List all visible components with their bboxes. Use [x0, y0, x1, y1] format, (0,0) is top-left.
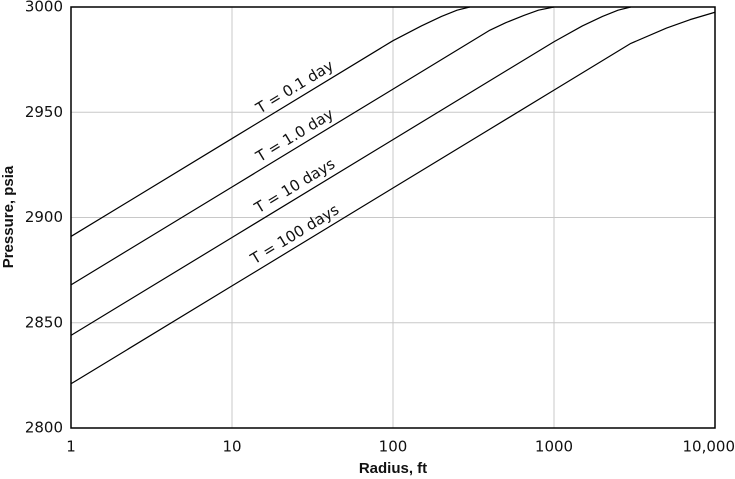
x-tick-label: 1000: [535, 438, 573, 456]
y-tick-label: 2900: [25, 208, 63, 226]
x-tick-label: 10: [222, 438, 241, 456]
y-tick-label: 2850: [25, 313, 63, 331]
y-tick-label: 3000: [25, 0, 63, 16]
x-tick-label: 100: [379, 438, 408, 456]
data-line: [70, 11, 716, 385]
plot-frame: [70, 6, 716, 429]
data-line: [70, 6, 631, 336]
x-tick-label: 10,000: [683, 438, 735, 456]
y-axis-title: Pressure, psia: [0, 165, 17, 268]
data-line: [70, 6, 555, 286]
data-line: [70, 6, 470, 237]
y-tick-label: 2950: [25, 103, 63, 121]
y-tick-label: 2800: [25, 419, 63, 437]
x-tick-label: 1: [66, 438, 76, 456]
x-axis-title: Radius, ft: [359, 460, 427, 477]
